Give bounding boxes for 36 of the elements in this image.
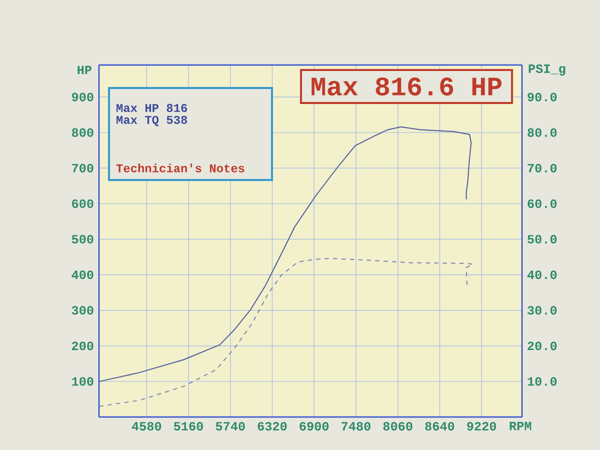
line-series [99, 258, 474, 407]
x-tick-label: 8060 [383, 422, 412, 431]
y-tick-label: 700 [72, 164, 94, 172]
x-tick-label: 4580 [132, 422, 162, 431]
y2-tick-label: 10.0 [528, 377, 557, 386]
x-axis-title: RPM [510, 422, 532, 430]
y2-tick-label: 60.0 [528, 199, 557, 208]
annotation: Max TQ 538 [116, 116, 188, 126]
x-tick-label: 6320 [258, 422, 287, 431]
x-tick-label: 5740 [216, 422, 245, 431]
y2-tick-label: 50.0 [528, 234, 557, 244]
y2-tick-label: 80.0 [528, 128, 557, 137]
annotation: Max HP 816 [116, 104, 187, 112]
y-tick-label: 800 [72, 128, 94, 137]
x-tick-label: 9220 [467, 422, 496, 431]
annotation: Max 816.6 HP [312, 77, 502, 96]
y2-tick-label: 90.0 [528, 92, 557, 102]
y-tick-label: 500 [72, 234, 94, 244]
line-series [99, 126, 472, 382]
y-tick-label: 300 [72, 306, 94, 315]
x-tick-label: 5160 [174, 422, 203, 431]
x-tick-label: 6900 [300, 422, 329, 431]
y2-tick-label: 20.0 [528, 342, 557, 350]
y-tick-label: 600 [72, 199, 94, 208]
y2-tick-label: 70.0 [528, 164, 557, 172]
y-tick-label: 200 [72, 342, 94, 350]
annotation: Technician's Notes [116, 164, 244, 172]
y-tick-label: 400 [72, 270, 94, 280]
y-tick-label: 100 [72, 377, 94, 386]
y2-tick-label: 40.0 [527, 270, 557, 280]
x-tick-label: 8640 [425, 422, 454, 431]
x-tick-label: 7480 [342, 422, 370, 431]
y2-axis-title: PSI_g [528, 64, 566, 76]
y-axis-title: HP [78, 66, 92, 74]
y2-tick-label: 30.0 [528, 306, 557, 315]
y-tick-label: 900 [72, 92, 94, 102]
